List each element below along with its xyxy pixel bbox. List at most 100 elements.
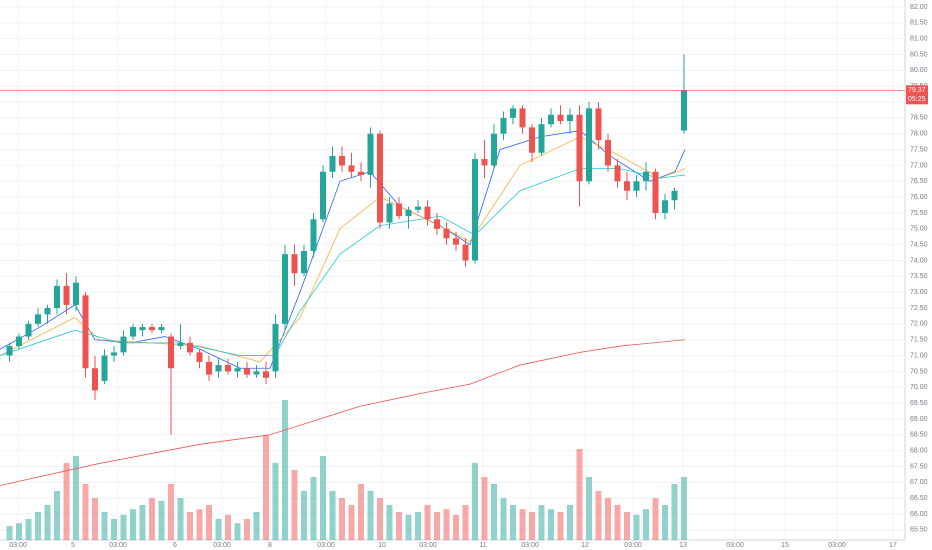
- candle-body: [538, 124, 545, 153]
- volume-bar: [158, 500, 165, 540]
- volume-bar: [130, 509, 136, 540]
- x-tick-label: 03:00: [521, 542, 539, 549]
- y-tick-label: 73.50: [910, 273, 928, 280]
- price-tag: [906, 85, 928, 105]
- y-tick-label: 71.50: [910, 337, 928, 344]
- y-tick-label: 74.50: [910, 241, 928, 248]
- volume-bar: [225, 514, 231, 540]
- volume-bar: [405, 514, 412, 540]
- candle-body: [25, 323, 32, 337]
- candle-body: [453, 238, 459, 245]
- x-tick-label: 10: [378, 542, 386, 549]
- candle-body: [158, 327, 165, 331]
- candle-body: [339, 155, 345, 166]
- candle-body: [500, 117, 507, 134]
- x-tick-label: 15: [781, 542, 789, 549]
- volume-bar: [491, 484, 497, 540]
- volume-bar: [111, 519, 117, 540]
- candle-body: [652, 171, 659, 213]
- volume-bar: [234, 523, 241, 540]
- candle-body: [63, 285, 70, 305]
- volume-bar: [529, 512, 535, 540]
- candle-body: [101, 355, 108, 381]
- x-tick-label: 03:00: [624, 542, 642, 549]
- candle-body: [282, 254, 288, 324]
- y-tick-label: 67.00: [910, 479, 928, 486]
- y-tick-label: 80.50: [910, 51, 928, 58]
- volume-bar: [557, 512, 564, 540]
- candle-body: [111, 352, 117, 356]
- volume-bar: [329, 491, 336, 540]
- x-tick-label: 5: [71, 542, 75, 549]
- candle-body: [681, 90, 687, 131]
- candle-body: [253, 371, 260, 375]
- candle-body: [633, 181, 640, 191]
- candle-body: [54, 285, 60, 309]
- candle-body: [586, 108, 592, 182]
- volume-bar: [196, 509, 203, 540]
- candle-body: [377, 133, 383, 223]
- candle-body: [234, 368, 241, 372]
- volume-bar: [101, 512, 108, 540]
- volume-bar: [301, 491, 307, 540]
- volume-bar: [624, 512, 630, 540]
- volume-bar: [519, 509, 526, 540]
- candle-body: [557, 114, 564, 122]
- candle-body: [215, 365, 222, 372]
- candle-body: [481, 159, 488, 166]
- volume-bar: [139, 505, 146, 540]
- volume-bar: [82, 484, 89, 540]
- y-tick-label: 66.00: [910, 511, 928, 518]
- volume-bar: [500, 498, 507, 540]
- x-tick-label: 03:00: [828, 542, 846, 549]
- volume-bar: [472, 463, 478, 540]
- volume-bar: [643, 509, 649, 540]
- candle-body: [424, 206, 431, 220]
- candle-body: [82, 295, 89, 369]
- y-tick-label: 77.50: [910, 146, 928, 153]
- candle-body: [320, 171, 326, 220]
- candle-body: [472, 159, 478, 261]
- moving-average: [0, 130, 686, 369]
- y-tick-label: 76.50: [910, 178, 928, 185]
- candle-body: [196, 352, 203, 362]
- candle-body: [529, 127, 535, 153]
- y-tick-label: 68.00: [910, 447, 928, 454]
- x-tick-label: 13: [679, 542, 687, 549]
- volume-bar: [595, 491, 602, 540]
- volume-bar: [510, 505, 516, 540]
- candle-body: [16, 336, 22, 347]
- y-tick-label: 70.50: [910, 368, 928, 375]
- candle-body: [443, 228, 450, 239]
- volume-bar: [44, 505, 51, 540]
- candle-body: [73, 282, 79, 305]
- y-tick-label: 66.50: [910, 495, 928, 502]
- volume-bar: [291, 470, 298, 540]
- volume-bar: [206, 505, 212, 540]
- candle-body: [491, 133, 497, 166]
- candle-body: [92, 368, 98, 391]
- volume-bar: [633, 514, 640, 540]
- candle-body: [605, 140, 611, 166]
- candle-body: [510, 108, 516, 118]
- moving-average: [0, 168, 686, 356]
- volume-bar: [386, 505, 393, 540]
- y-tick-label: 82.00: [910, 4, 928, 11]
- candle-body: [272, 323, 279, 372]
- y-tick-label: 74.00: [910, 257, 928, 264]
- candle-body: [614, 165, 621, 182]
- y-tick-label: 69.50: [910, 400, 928, 407]
- candle-body: [348, 165, 355, 172]
- volume-bar: [177, 498, 184, 540]
- x-tick-label: 03:00: [213, 542, 231, 549]
- volume-bar: [35, 512, 41, 540]
- candle-body: [396, 203, 402, 217]
- candle-body: [120, 336, 127, 353]
- x-tick-label: 03:00: [9, 542, 27, 549]
- volume-bar: [92, 498, 98, 540]
- x-tick-label: 03:00: [317, 542, 335, 549]
- candle-body: [624, 181, 630, 191]
- candle-body: [301, 250, 307, 274]
- volume-bar: [453, 514, 459, 540]
